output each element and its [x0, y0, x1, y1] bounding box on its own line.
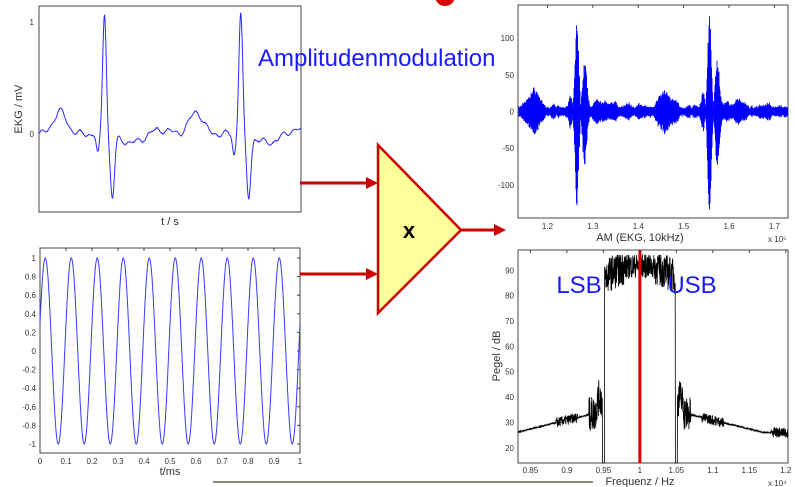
carrier-trace	[39, 257, 301, 445]
ekg-ytick: 0	[30, 130, 35, 139]
ekg-trace	[38, 12, 301, 200]
spectrum-ytick: 60	[505, 342, 514, 351]
lsb-label: LSB	[556, 272, 601, 299]
am-ytick: 100	[501, 34, 515, 43]
am-xtick: 1.6	[723, 222, 735, 231]
slide-heading: Amplitudenmodulation	[258, 45, 495, 72]
spectrum-xtick: 1.15	[742, 466, 758, 475]
am-trace-fill	[518, 16, 788, 210]
carrier-ytick: 0	[32, 347, 37, 356]
spectrum-xtick: 1.2	[780, 466, 792, 475]
spectrum-ytick: 40	[505, 393, 514, 402]
am-xtick: 1.7	[769, 222, 781, 231]
carrier-xtick: 0.9	[268, 457, 280, 466]
am-xtick: 1.4	[633, 222, 645, 231]
am-ytick: 0	[510, 108, 515, 117]
multiplier-triangle	[376, 141, 463, 317]
carrier-ytick: -0.2	[22, 366, 36, 375]
ekg-plot-frame	[38, 5, 302, 213]
arrowhead	[494, 224, 506, 236]
carrier-xtick: 0.6	[190, 457, 202, 466]
usb-label: USB	[667, 272, 716, 299]
spectrum-ytick: 80	[505, 292, 514, 301]
carrier-xtick: 0.8	[242, 457, 254, 466]
am-xtick: 1.2	[542, 222, 554, 231]
carrier-xtick: 0	[38, 457, 43, 466]
carrier-ytick: -0.8	[22, 421, 36, 430]
ekg-plot: 1 0 EKG / mV t / s	[13, 5, 302, 228]
carrier-ytick: 0.6	[25, 291, 37, 300]
ekg-ytick: 1	[30, 18, 35, 27]
carrier-plot-frame	[39, 247, 301, 454]
spectrum-xtick: 0.95	[596, 466, 612, 475]
am-ytick: -100	[498, 181, 515, 190]
carrier-xlabel: t/ms	[160, 466, 181, 478]
carrier-ytick: -1	[29, 440, 37, 449]
arrowhead	[366, 177, 378, 189]
am-trace	[518, 16, 788, 210]
carrier-plot: 10.80.60.40.20-0.2-0.4-0.6-0.8-10 0.1 0.2 0…	[22, 247, 303, 478]
carrier-xtick: 0.3	[112, 457, 124, 466]
arrowhead	[366, 268, 378, 280]
carrier-xtick: 0.5	[164, 457, 176, 466]
spectrum-xtick: 1.1	[707, 466, 719, 475]
spectrum-xtick: 0.9	[561, 466, 573, 475]
spectrum-x-exponent: x 10⁴	[768, 479, 787, 487]
ekg-xlabel: t / s	[161, 216, 179, 228]
multiplier-symbol: x	[403, 218, 416, 243]
spectrum-xtick: 0.85	[523, 466, 539, 475]
spectrum-ytick: 30	[505, 418, 514, 427]
spectrum-xlabel: Frequenz / Hz	[605, 476, 674, 487]
am-xtick: 1.5	[678, 222, 690, 231]
spectrum-xtick: 1.05	[669, 466, 685, 475]
spectrum-xtick: 1	[638, 466, 643, 475]
carrier-ytick: -0.4	[22, 384, 36, 393]
spectrum-ytick: 90	[505, 266, 514, 275]
am-plot: 100 50 0 -50 -100 1.2 1.3 1.4 1.5 1.6 1.7 AM (EKG,…	[498, 4, 789, 244]
title-fragment	[435, 0, 455, 6]
spectrum-trace	[517, 254, 789, 464]
am-ytick: -50	[502, 144, 514, 153]
carrier-xtick: 0.7	[216, 457, 228, 466]
multiplier-block: x	[300, 141, 506, 317]
carrier-xtick: 1	[298, 457, 303, 466]
carrier-xtick: 0.2	[86, 457, 98, 466]
carrier-ytick: 0.4	[25, 310, 37, 319]
am-x-exponent: x 10⁵	[768, 235, 786, 244]
carrier-ytick: -0.6	[22, 403, 36, 412]
carrier-ytick: 0.2	[25, 328, 37, 337]
carrier-ytick: 1	[32, 254, 37, 263]
spectrum-ytick: 20	[505, 444, 514, 453]
spectrum-ylabel: Pegel / dB	[491, 331, 503, 382]
am-ytick: 50	[505, 71, 514, 80]
am-xtick: 1.3	[587, 222, 599, 231]
spectrum-ytick: 70	[505, 317, 514, 326]
spectrum-ytick: 50	[505, 368, 514, 377]
carrier-xtick: 0.1	[60, 457, 72, 466]
carrier-ytick: 0.8	[25, 273, 37, 282]
am-xlabel: AM (EKG, 10kHz)	[596, 232, 683, 244]
spectrum-plot: 90 80 70 60 50 40 30 20 0.85 0.9 0.95 1 1.05 1.1 1.15 1…	[491, 249, 792, 487]
ekg-ylabel: EKG / mV	[13, 84, 25, 134]
carrier-xtick: 0.4	[138, 457, 150, 466]
